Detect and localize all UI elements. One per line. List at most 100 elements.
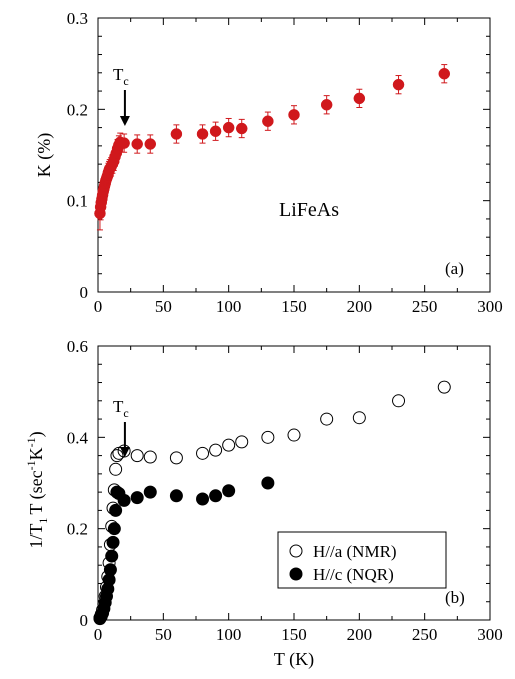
data-point-nmr [169, 451, 183, 465]
data-point-k [320, 99, 333, 111]
data-point-nqr [169, 489, 183, 503]
ylabel-b-d: ) [26, 431, 47, 437]
data-point-nmr [392, 394, 406, 408]
data-point-nmr [437, 380, 451, 394]
x-tick-label: 150 [281, 297, 307, 316]
data-point-nmr [352, 411, 366, 425]
ylabel-b-c: K [26, 447, 46, 460]
y-tick-label: 0.3 [67, 9, 88, 28]
tc-arrow-head [119, 116, 130, 126]
legend-label-nmr: H//a (NMR) [313, 542, 397, 561]
panel-label-b: (b) [445, 588, 465, 607]
tc-label-a: Tc [113, 65, 129, 88]
x-tick-label: 100 [216, 297, 242, 316]
ylabel-b-a: 1/T [26, 524, 46, 549]
tc-label-b-sub: c [123, 406, 128, 420]
ylabel-b-a-sub: 1 [36, 518, 50, 524]
data-points-a [94, 64, 451, 231]
data-point-nqr [105, 549, 119, 563]
legend-label-nqr: H//c (NQR) [313, 565, 394, 584]
tc-label-a-main: T [113, 65, 124, 84]
data-point-nqr [106, 535, 120, 549]
data-point-nqr [107, 522, 121, 536]
data-point-nmr [222, 438, 236, 452]
legend: H//a (NMR) H//c (NQR) [277, 531, 447, 589]
x-tick-label: 250 [412, 297, 438, 316]
data-point-nmr [110, 449, 124, 463]
y-axis-label-a: K (%) [34, 133, 55, 177]
y-tick-label: 0 [80, 611, 89, 630]
data-point-nqr [222, 484, 236, 498]
panel-label-a: (a) [445, 259, 464, 278]
data-points-b [93, 380, 451, 626]
x-tick-label: 250 [412, 625, 438, 644]
x-tick-label: 0 [94, 297, 103, 316]
tick-labels-a: 0 50 100 150 200 250 300 0 0.1 0.2 0.3 [67, 9, 503, 316]
tc-label-a-sub: c [123, 74, 128, 88]
data-point-nqr [103, 563, 117, 577]
tc-marker-a: Tc [113, 65, 130, 126]
tc-label-b-main: T [113, 397, 124, 416]
y-tick-label: 0.6 [67, 337, 88, 356]
y-tick-label: 0.1 [67, 192, 88, 211]
data-point-nqr [109, 503, 123, 517]
data-point-nmr [130, 449, 144, 463]
data-point-nmr [235, 435, 249, 449]
x-tick-label: 300 [477, 297, 503, 316]
x-tick-label: 200 [347, 625, 373, 644]
data-point-nmr [109, 462, 123, 476]
data-point-nmr [320, 412, 334, 426]
tc-label-b: Tc [113, 397, 129, 420]
data-point-nmr [196, 446, 210, 460]
tc-arrow-a [119, 90, 130, 126]
data-point-nmr [261, 430, 275, 444]
y-axis-label-b: 1/T1T (sec-1K-1) [24, 431, 50, 548]
data-point-k [353, 92, 366, 105]
x-tick-label: 200 [347, 297, 373, 316]
y-tick-label: 0.4 [67, 428, 89, 447]
axis-ticks-a [97, 17, 491, 293]
y-tick-label: 0.2 [67, 520, 88, 539]
x-tick-label: 300 [477, 625, 503, 644]
panel-a: 0 50 100 150 200 250 300 0 0.1 0.2 0.3 K (%) LiFeA… [34, 9, 503, 316]
data-point-k [288, 109, 300, 121]
data-point-nmr [287, 428, 301, 442]
plot-frame-a [97, 17, 491, 293]
data-point-nqr [261, 476, 275, 490]
legend-box [277, 531, 447, 589]
annotation-lifeas: LiFeAs [279, 199, 339, 221]
x-tick-label: 0 [94, 625, 103, 644]
data-point-k [438, 67, 451, 80]
data-point-k [196, 128, 209, 140]
data-point-k [262, 115, 274, 127]
x-tick-label: 50 [155, 297, 172, 316]
data-point-nmr [209, 443, 223, 457]
data-point-k [235, 122, 248, 135]
x-tick-label: 50 [155, 625, 172, 644]
x-axis-label-b: T (K) [274, 649, 314, 670]
data-point-nqr [117, 493, 131, 507]
data-point-k [222, 121, 235, 134]
data-point-k [131, 138, 143, 150]
ylabel-b-b-sup: -1 [24, 460, 38, 470]
data-point-nqr [143, 485, 157, 499]
data-point-k [144, 138, 157, 150]
ylabel-b-b: T (sec [26, 470, 47, 514]
y-tick-label: 0 [80, 283, 89, 302]
data-point-nqr [209, 489, 223, 503]
x-tick-label: 150 [281, 625, 307, 644]
tick-labels-b: 0 50 100 150 200 250 300 0 0.2 0.4 0.6 [67, 337, 503, 644]
data-point-nqr [130, 491, 144, 505]
data-point-k [392, 78, 405, 91]
data-point-k [170, 128, 183, 140]
legend-marker-nmr [289, 544, 303, 558]
ylabel-b-c-sup: -1 [24, 437, 38, 447]
y-tick-label: 0.2 [67, 100, 88, 119]
data-point-k [118, 137, 130, 149]
legend-marker-nqr [289, 567, 303, 581]
data-point-nmr [143, 450, 157, 464]
x-tick-label: 100 [216, 625, 242, 644]
data-point-nmr [117, 444, 131, 458]
